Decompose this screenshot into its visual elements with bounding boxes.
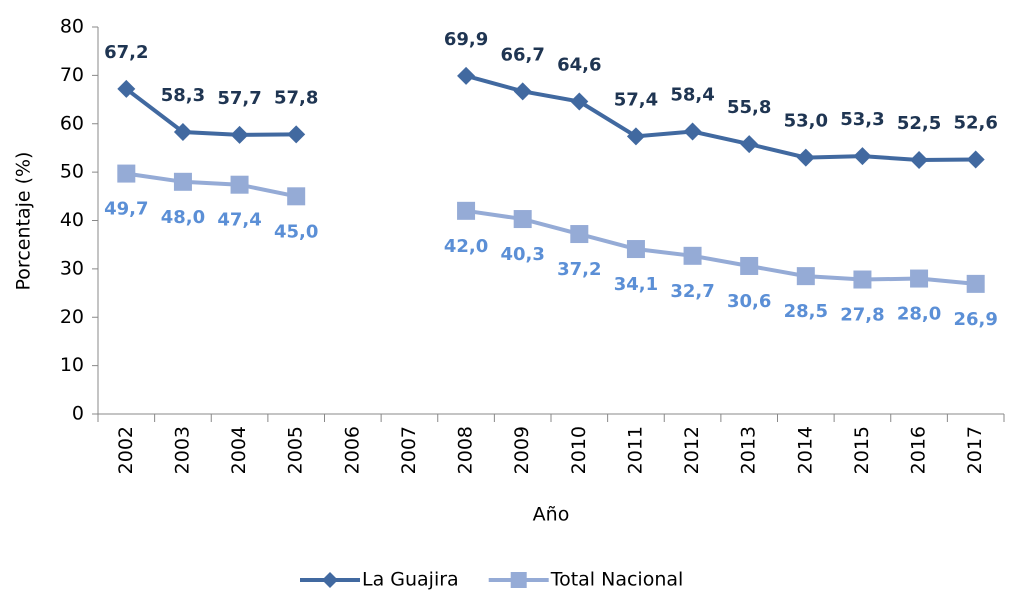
data-label: 40,3 bbox=[500, 244, 544, 265]
y-tick-label: 30 bbox=[60, 257, 84, 279]
marker bbox=[910, 151, 929, 170]
data-label: 52,5 bbox=[897, 113, 941, 134]
marker bbox=[117, 164, 136, 183]
marker bbox=[230, 125, 249, 144]
marker bbox=[626, 127, 645, 146]
y-tick-label: 10 bbox=[60, 354, 84, 376]
marker bbox=[513, 210, 532, 229]
data-label: 30,6 bbox=[727, 291, 771, 312]
marker bbox=[457, 201, 476, 220]
y-tick-label: 40 bbox=[60, 209, 84, 231]
y-tick-label: 70 bbox=[60, 64, 84, 86]
y-axis-label: Porcentaje (%) bbox=[13, 152, 35, 291]
x-tick-label: 2007 bbox=[398, 426, 420, 474]
data-label: 57,8 bbox=[274, 87, 318, 108]
x-tick-label: 2006 bbox=[341, 426, 363, 474]
y-tick-label: 50 bbox=[60, 161, 84, 183]
y-tick-label: 60 bbox=[60, 112, 84, 134]
marker bbox=[570, 92, 589, 111]
data-label: 28,5 bbox=[784, 301, 828, 322]
x-tick-label: 2013 bbox=[738, 426, 760, 474]
y-tick-label: 80 bbox=[60, 16, 84, 38]
data-label: 69,9 bbox=[444, 29, 488, 50]
marker bbox=[966, 274, 985, 293]
marker bbox=[910, 269, 929, 288]
marker bbox=[740, 135, 759, 154]
data-label: 58,3 bbox=[161, 85, 205, 106]
marker bbox=[287, 187, 306, 206]
legend-marker bbox=[322, 572, 338, 588]
marker bbox=[570, 225, 589, 244]
data-label: 66,7 bbox=[500, 44, 544, 65]
marker bbox=[513, 82, 532, 101]
marker bbox=[230, 175, 249, 194]
marker bbox=[966, 150, 985, 169]
data-label: 64,6 bbox=[557, 54, 601, 75]
data-label: 27,8 bbox=[840, 305, 884, 326]
x-tick-label: 2010 bbox=[568, 426, 590, 474]
data-label: 53,0 bbox=[784, 111, 828, 132]
y-tick-label: 0 bbox=[72, 403, 84, 425]
x-tick-label: 2002 bbox=[115, 426, 137, 474]
marker bbox=[173, 122, 192, 141]
marker bbox=[796, 267, 815, 286]
data-label: 32,7 bbox=[670, 281, 714, 302]
x-axis-label: Año bbox=[533, 504, 570, 526]
x-tick-label: 2005 bbox=[285, 426, 307, 474]
marker bbox=[173, 172, 192, 191]
x-tick-label: 2009 bbox=[511, 426, 533, 474]
data-label: 47,4 bbox=[217, 210, 261, 231]
marker bbox=[457, 66, 476, 85]
data-label: 49,7 bbox=[104, 199, 148, 220]
x-tick-label: 2015 bbox=[851, 426, 873, 474]
x-tick-label: 2003 bbox=[171, 426, 193, 474]
x-tick-label: 2016 bbox=[908, 426, 930, 474]
data-label: 34,1 bbox=[614, 274, 658, 295]
legend-label: Total Nacional bbox=[550, 569, 684, 591]
marker bbox=[626, 240, 645, 259]
marker bbox=[683, 246, 702, 265]
data-label: 45,0 bbox=[274, 221, 318, 242]
marker bbox=[287, 125, 306, 144]
data-label: 42,0 bbox=[444, 236, 488, 257]
legend-marker bbox=[510, 572, 527, 588]
data-label: 28,0 bbox=[897, 304, 941, 325]
marker bbox=[853, 147, 872, 166]
data-label: 53,3 bbox=[840, 109, 884, 130]
data-label: 37,2 bbox=[557, 259, 601, 280]
marker bbox=[740, 256, 759, 275]
data-label: 55,8 bbox=[727, 97, 771, 118]
data-label: 52,6 bbox=[953, 113, 997, 134]
marker bbox=[796, 148, 815, 167]
series-line bbox=[126, 171, 976, 286]
x-tick-label: 2017 bbox=[964, 426, 986, 474]
x-tick-label: 2004 bbox=[228, 426, 250, 474]
x-tick-label: 2014 bbox=[794, 426, 816, 474]
series-line bbox=[125, 73, 976, 163]
legend-label: La Guajira bbox=[362, 569, 459, 591]
data-label: 57,4 bbox=[614, 89, 658, 110]
data-label: 57,7 bbox=[217, 88, 261, 109]
y-tick-label: 20 bbox=[60, 306, 84, 328]
data-label: 58,4 bbox=[670, 84, 714, 105]
x-tick-label: 2012 bbox=[681, 426, 703, 474]
data-label: 26,9 bbox=[953, 309, 997, 330]
data-label: 67,2 bbox=[104, 42, 148, 63]
marker bbox=[853, 270, 872, 289]
data-label: 48,0 bbox=[161, 207, 205, 228]
x-tick-label: 2011 bbox=[624, 426, 646, 474]
marker bbox=[117, 79, 136, 98]
marker bbox=[683, 122, 702, 141]
x-tick-label: 2008 bbox=[455, 426, 477, 474]
